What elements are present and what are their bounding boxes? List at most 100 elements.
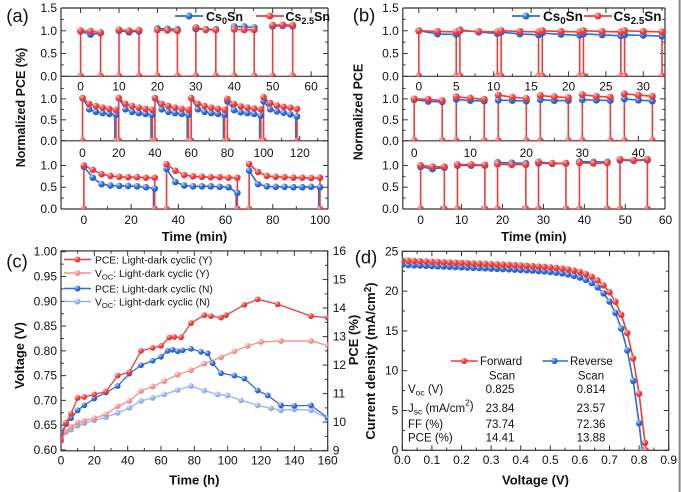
svg-text:0: 0 [77,80,84,94]
svg-text:30: 30 [576,146,590,160]
svg-text:20: 20 [520,146,534,160]
svg-text:1.0: 1.0 [382,92,399,106]
svg-text:10: 10 [487,80,501,94]
svg-text:1.0: 1.0 [382,24,399,38]
svg-text:11: 11 [333,387,346,401]
svg-text:60: 60 [304,80,318,94]
svg-text:0.5: 0.5 [40,180,57,194]
svg-text:PCE: Light-dark cyclic (N): PCE: Light-dark cyclic (N) [95,284,213,295]
svg-text:20: 20 [385,284,399,298]
svg-text:25: 25 [599,80,613,94]
svg-text:PCE (%): PCE (%) [346,315,361,366]
svg-text:30: 30 [537,213,551,227]
svg-text:0: 0 [417,213,424,227]
svg-text:15: 15 [524,80,538,94]
svg-text:Cs2.5Sn: Cs2.5Sn [614,9,662,27]
svg-text:20: 20 [88,453,102,467]
svg-text:15: 15 [333,273,347,287]
svg-text:0.95: 0.95 [34,270,58,284]
svg-text:60: 60 [154,453,168,467]
svg-text:40: 40 [148,146,162,160]
svg-text:0.0: 0.0 [40,134,57,148]
svg-text:50: 50 [266,80,280,94]
svg-text:Normalized PCE (%): Normalized PCE (%) [14,48,28,167]
svg-text:13: 13 [333,330,347,344]
svg-text:(c): (c) [6,251,28,272]
svg-text:100: 100 [254,146,274,160]
svg-text:5: 5 [453,80,460,94]
svg-text:9: 9 [333,444,340,458]
svg-text:0: 0 [79,146,86,160]
svg-text:0.8: 0.8 [631,453,648,467]
svg-text:0.1: 0.1 [424,453,441,467]
svg-text:15: 15 [385,324,399,338]
svg-text:Current density (mA/cm2): Current density (mA/cm2) [363,282,378,439]
svg-text:0.7: 0.7 [601,453,618,467]
svg-text:0.85: 0.85 [34,319,58,333]
svg-text:23.84: 23.84 [486,403,515,415]
svg-text:(d): (d) [355,247,378,268]
svg-text:Reverse: Reverse [570,356,613,368]
svg-text:Scan: Scan [578,371,604,383]
svg-text:FF (%): FF (%) [408,419,443,431]
svg-text:Scan: Scan [489,371,515,383]
svg-text:Cs2.5Sn: Cs2.5Sn [286,10,330,26]
svg-text:72.36: 72.36 [577,419,606,431]
svg-text:40: 40 [578,213,592,227]
svg-text:0.75: 0.75 [34,369,58,383]
svg-text:12: 12 [333,358,347,372]
svg-text:1.5: 1.5 [40,1,57,15]
svg-text:120: 120 [251,453,271,467]
svg-text:0: 0 [81,213,88,227]
svg-text:(a): (a) [6,5,29,26]
svg-text:Time (min): Time (min) [162,229,228,244]
svg-text:14.41: 14.41 [486,433,515,445]
svg-text:20: 20 [124,213,138,227]
svg-text:0.5: 0.5 [40,47,57,61]
svg-text:40: 40 [172,213,186,227]
svg-text:1.5: 1.5 [382,1,399,15]
svg-text:Forward: Forward [480,356,522,368]
svg-text:Time (h): Time (h) [169,473,219,488]
svg-text:1.0: 1.0 [40,92,57,106]
svg-text:0.2: 0.2 [453,453,470,467]
svg-text:0.65: 0.65 [34,418,58,432]
svg-text:0.3: 0.3 [483,453,500,467]
svg-text:0.5: 0.5 [382,113,399,127]
svg-text:1.00: 1.00 [34,245,58,259]
svg-text:Jsc (mA/cm2): Jsc (mA/cm2) [408,398,474,417]
svg-text:0.4: 0.4 [512,453,529,467]
svg-text:60: 60 [185,146,199,160]
svg-text:1.0: 1.0 [40,24,57,38]
svg-text:20: 20 [112,146,126,160]
svg-text:0: 0 [392,443,399,457]
svg-text:0: 0 [415,80,422,94]
svg-text:Time (min): Time (min) [501,229,567,244]
svg-text:40: 40 [121,453,135,467]
svg-text:0.0: 0.0 [394,453,411,467]
svg-text:80: 80 [266,213,280,227]
svg-text:10: 10 [455,213,469,227]
svg-text:1.0: 1.0 [40,159,57,173]
svg-text:140: 140 [284,453,304,467]
svg-text:120: 120 [290,146,310,160]
svg-text:0.5: 0.5 [40,113,57,127]
svg-text:100: 100 [310,213,330,227]
svg-text:PCE (%): PCE (%) [408,433,453,445]
svg-text:0.5: 0.5 [542,453,559,467]
svg-text:80: 80 [188,453,202,467]
svg-text:VOC: Light-dark cyclic (N): VOC: Light-dark cyclic (N) [95,297,210,310]
svg-text:60: 60 [659,213,673,227]
svg-text:Normalized PCE: Normalized PCE [352,64,366,161]
svg-text:Cs0Sn: Cs0Sn [206,10,243,26]
svg-text:14: 14 [333,301,347,315]
svg-text:20: 20 [496,213,510,227]
svg-text:0.9: 0.9 [660,453,677,467]
svg-text:10: 10 [333,415,347,429]
svg-text:60: 60 [219,213,233,227]
svg-text:0.70: 0.70 [34,393,58,407]
svg-text:0.90: 0.90 [34,294,58,308]
svg-text:0.0: 0.0 [382,134,399,148]
svg-text:0.0: 0.0 [382,69,399,83]
svg-text:16: 16 [333,244,347,258]
